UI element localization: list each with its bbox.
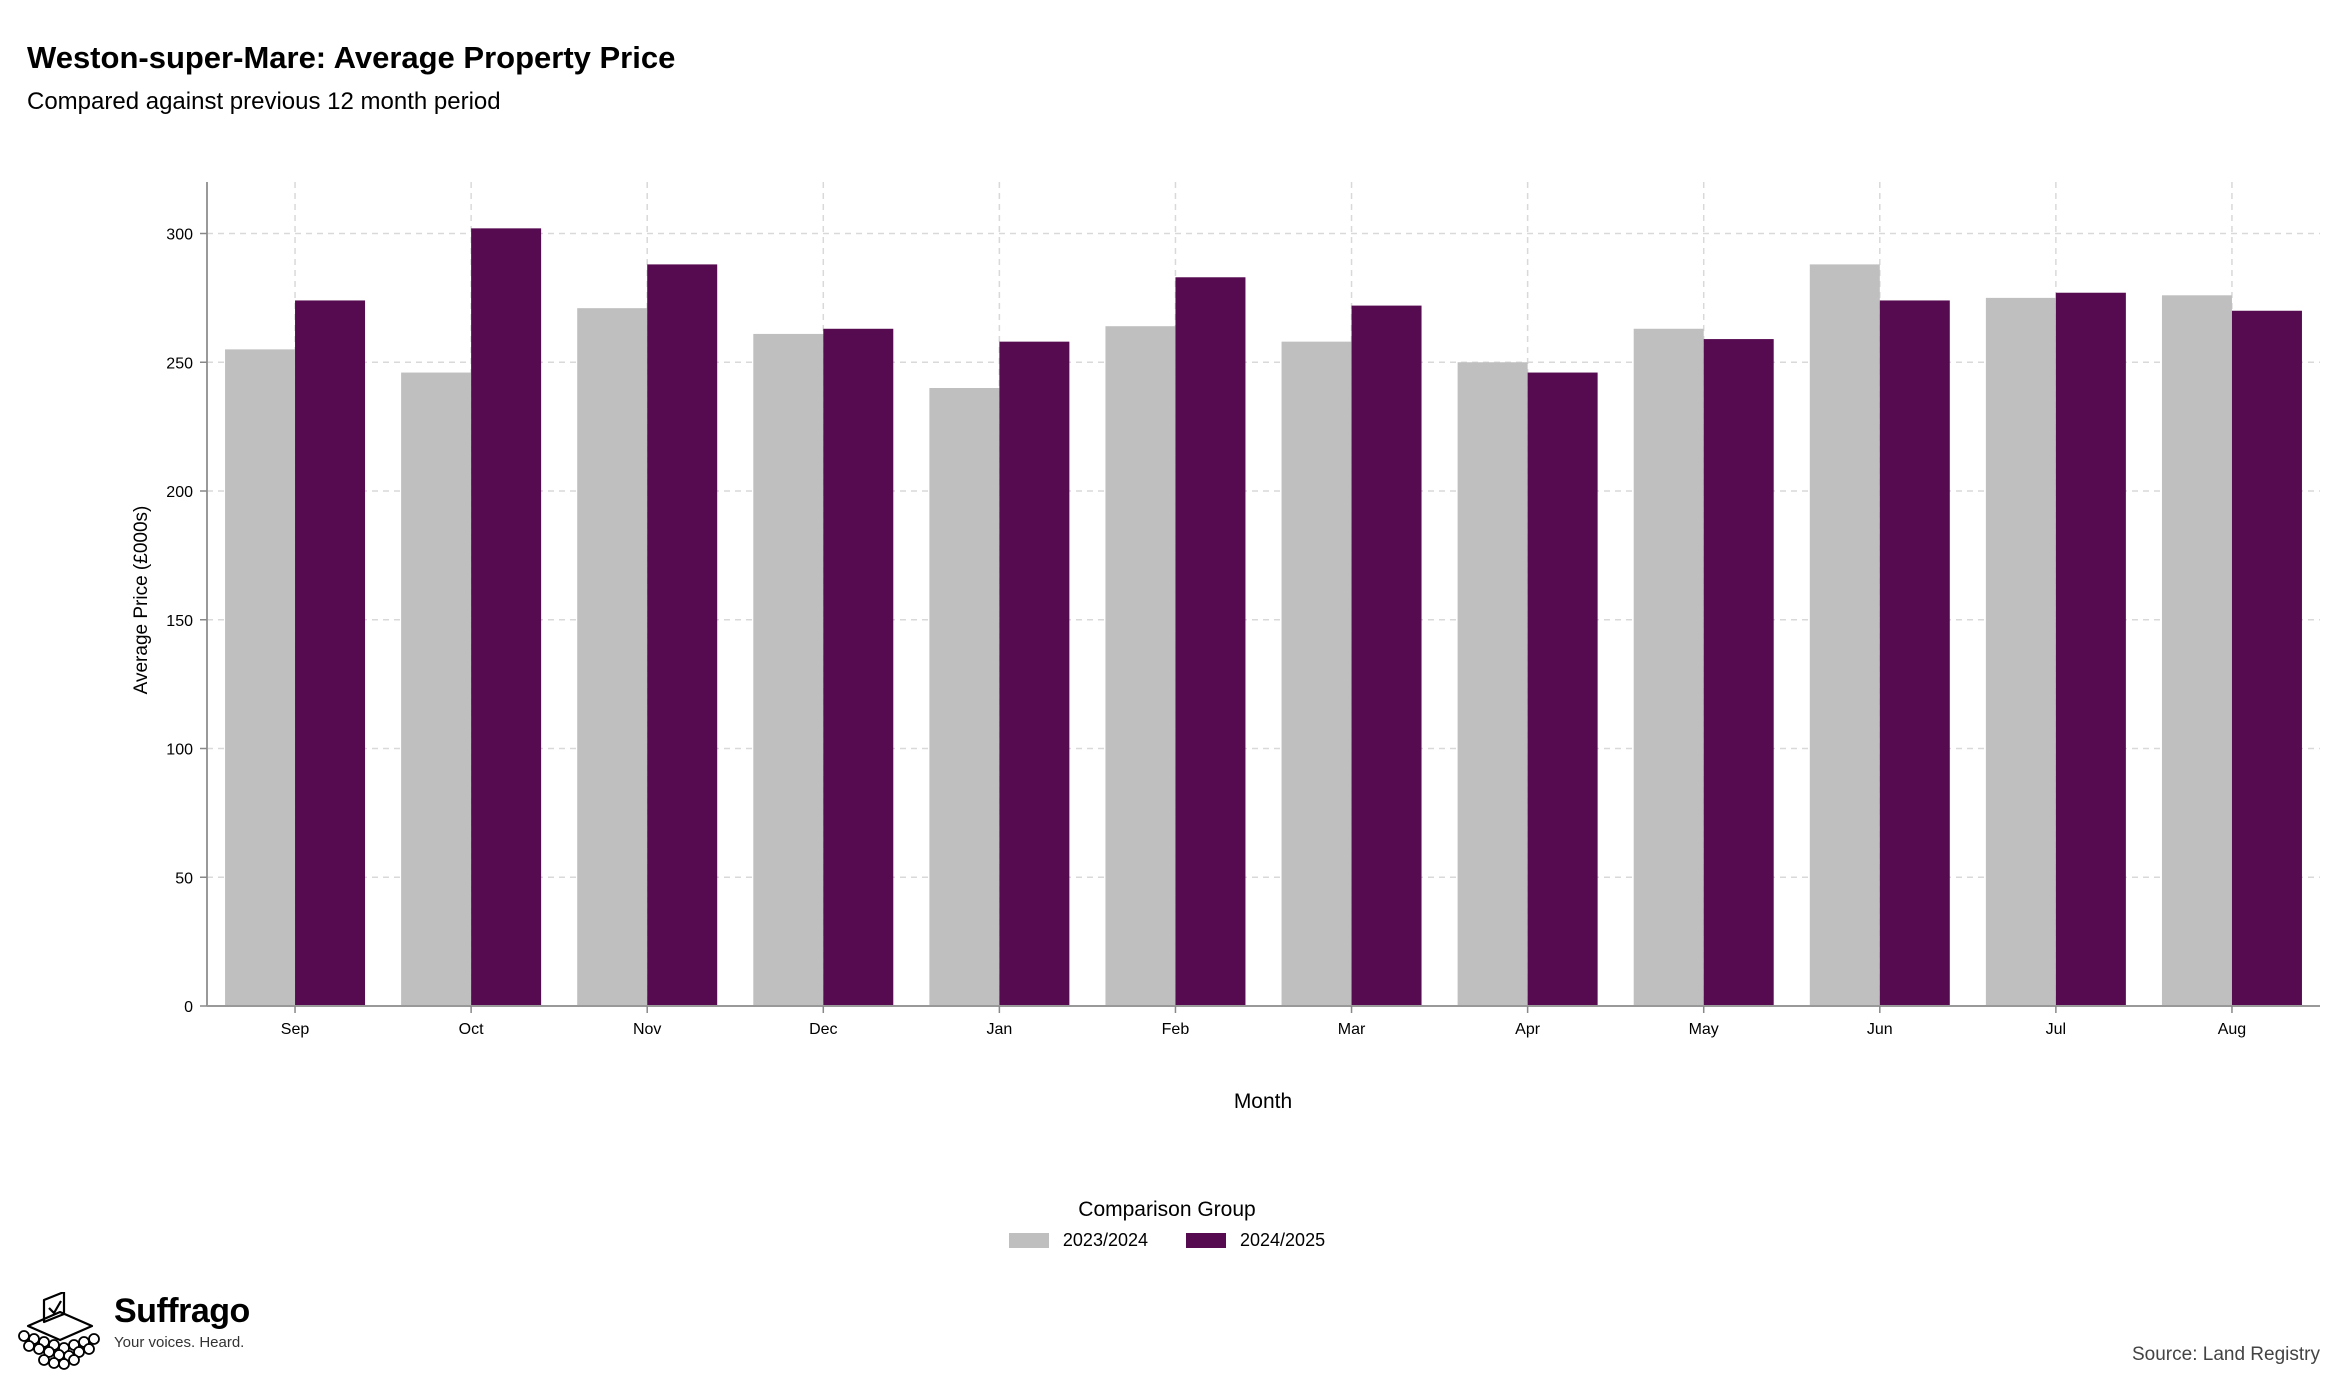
bar-apr-2023-2024 bbox=[1457, 362, 1528, 1006]
x-tick-label-oct: Oct bbox=[459, 1021, 484, 1038]
brand-name: Suffrago bbox=[114, 1292, 250, 1330]
bar-feb-2024-2025 bbox=[1175, 277, 1246, 1006]
bar-mar-2024-2025 bbox=[1351, 305, 1422, 1007]
bar-jan-2023-2024 bbox=[929, 388, 1000, 1006]
legend-swatch-2024-2025 bbox=[1186, 1233, 1226, 1248]
x-tick-label-may: May bbox=[1689, 1021, 1719, 1038]
legend-item-2024-2025: 2024/2025 bbox=[1186, 1230, 1325, 1251]
x-tick-label-aug: Aug bbox=[2218, 1021, 2246, 1038]
bar-aug-2023-2024 bbox=[2161, 295, 2232, 1006]
y-tick-label-100: 100 bbox=[166, 742, 193, 759]
x-tick-label-feb: Feb bbox=[1162, 1021, 1190, 1038]
bar-jul-2023-2024 bbox=[1985, 297, 2056, 1006]
y-tick-label-300: 300 bbox=[166, 227, 193, 244]
chart-title: Weston-super-Mare: Average Property Pric… bbox=[27, 40, 676, 75]
y-tick-label-0: 0 bbox=[184, 999, 193, 1016]
source-note: Source: Land Registry bbox=[2132, 1344, 2320, 1365]
y-tick-label-150: 150 bbox=[166, 613, 193, 630]
x-tick-label-jun: Jun bbox=[1867, 1021, 1893, 1038]
legend: Comparison Group 2023/2024 2024/2025 bbox=[0, 1198, 2334, 1251]
x-tick-label-apr: Apr bbox=[1515, 1021, 1541, 1038]
y-tick-label-200: 200 bbox=[166, 484, 193, 501]
x-axis-label: Month bbox=[1234, 1090, 1292, 1113]
x-tick-label-mar: Mar bbox=[1338, 1021, 1366, 1038]
x-tick-label-jul: Jul bbox=[2046, 1021, 2066, 1038]
bar-jun-2024-2025 bbox=[1879, 300, 1950, 1006]
bar-jun-2023-2024 bbox=[1809, 264, 1880, 1006]
x-tick-label-dec: Dec bbox=[809, 1021, 837, 1038]
y-axis-label: Average Price (£000s) bbox=[131, 506, 152, 695]
bar-mar-2023-2024 bbox=[1281, 341, 1352, 1006]
legend-swatch-2023-2024 bbox=[1008, 1233, 1049, 1248]
legend-label-2024-2025: 2024/2025 bbox=[1240, 1230, 1326, 1250]
bar-dec-2023-2024 bbox=[753, 333, 824, 1006]
x-tick-label-nov: Nov bbox=[633, 1021, 661, 1038]
x-tick-label-sep: Sep bbox=[281, 1021, 310, 1038]
legend-item-2023-2024: 2023/2024 bbox=[1008, 1230, 1148, 1251]
bar-feb-2023-2024 bbox=[1105, 326, 1176, 1006]
bar-jan-2024-2025 bbox=[999, 341, 1070, 1006]
y-tick-label-250: 250 bbox=[166, 355, 193, 372]
bar-may-2023-2024 bbox=[1633, 328, 1704, 1006]
bar-apr-2024-2025 bbox=[1527, 372, 1598, 1006]
brand-tagline: Your voices. Heard. bbox=[114, 1334, 245, 1351]
bar-oct-2024-2025 bbox=[471, 228, 542, 1007]
y-tick-label-50: 50 bbox=[175, 870, 193, 887]
brand-logo: Suffrago Your voices. Heard. bbox=[14, 1292, 250, 1374]
bar-oct-2023-2024 bbox=[401, 372, 472, 1006]
bar-may-2024-2025 bbox=[1703, 339, 1774, 1006]
legend-title: Comparison Group bbox=[1078, 1198, 1256, 1221]
bar-aug-2024-2025 bbox=[2231, 310, 2302, 1006]
bar-nov-2023-2024 bbox=[577, 308, 648, 1006]
bar-dec-2024-2025 bbox=[823, 328, 894, 1006]
bar-nov-2024-2025 bbox=[647, 264, 718, 1006]
bar-sep-2024-2025 bbox=[295, 300, 366, 1006]
chart-subtitle: Compared against previous 12 month perio… bbox=[27, 88, 501, 115]
x-tick-label-jan: Jan bbox=[986, 1021, 1012, 1038]
ballot-box-icon bbox=[18, 1292, 100, 1370]
bar-sep-2023-2024 bbox=[225, 349, 296, 1006]
bar-jul-2024-2025 bbox=[2055, 292, 2126, 1007]
legend-label-2023-2024: 2023/2024 bbox=[1062, 1230, 1148, 1250]
